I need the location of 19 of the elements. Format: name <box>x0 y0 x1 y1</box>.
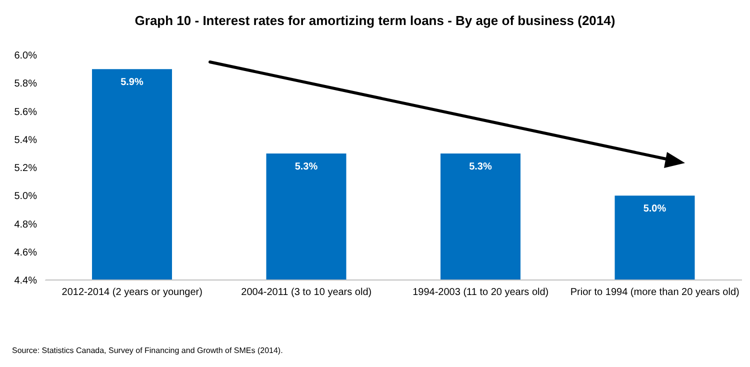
data-label: 5.3% <box>294 162 318 173</box>
y-tick-label: 4.8% <box>14 219 38 230</box>
x-tick-label: 1994-2003 (11 to 20 years old) <box>412 287 549 298</box>
x-tick-label: 2004-2011 (3 to 10 years old) <box>241 287 372 298</box>
x-tick-label: 2012-2014 (2 years or younger) <box>62 287 202 298</box>
data-label: 5.9% <box>120 77 144 88</box>
chart-title: Graph 10 - Interest rates for amortizing term loans - By age of business (2014) <box>134 13 616 28</box>
y-tick-label: 5.0% <box>14 191 38 202</box>
y-tick-label: 5.8% <box>14 78 38 90</box>
data-label: 5.3% <box>469 162 492 173</box>
x-tick-label: Prior to 1994 (more than 20 years old) <box>570 287 740 298</box>
y-tick-label: 4.6% <box>14 247 38 258</box>
source-note: Source: Statistics Canada, Survey of Financing and Growth of SMEs (2014). <box>12 346 283 355</box>
y-tick-label: 5.4% <box>14 134 38 146</box>
y-tick-label: 6.0% <box>14 50 38 62</box>
y-tick-label: 5.6% <box>14 106 38 118</box>
y-tick-label: 5.2% <box>14 163 38 174</box>
data-label: 5.0% <box>643 204 666 215</box>
y-tick-label: 4.4% <box>14 276 38 287</box>
